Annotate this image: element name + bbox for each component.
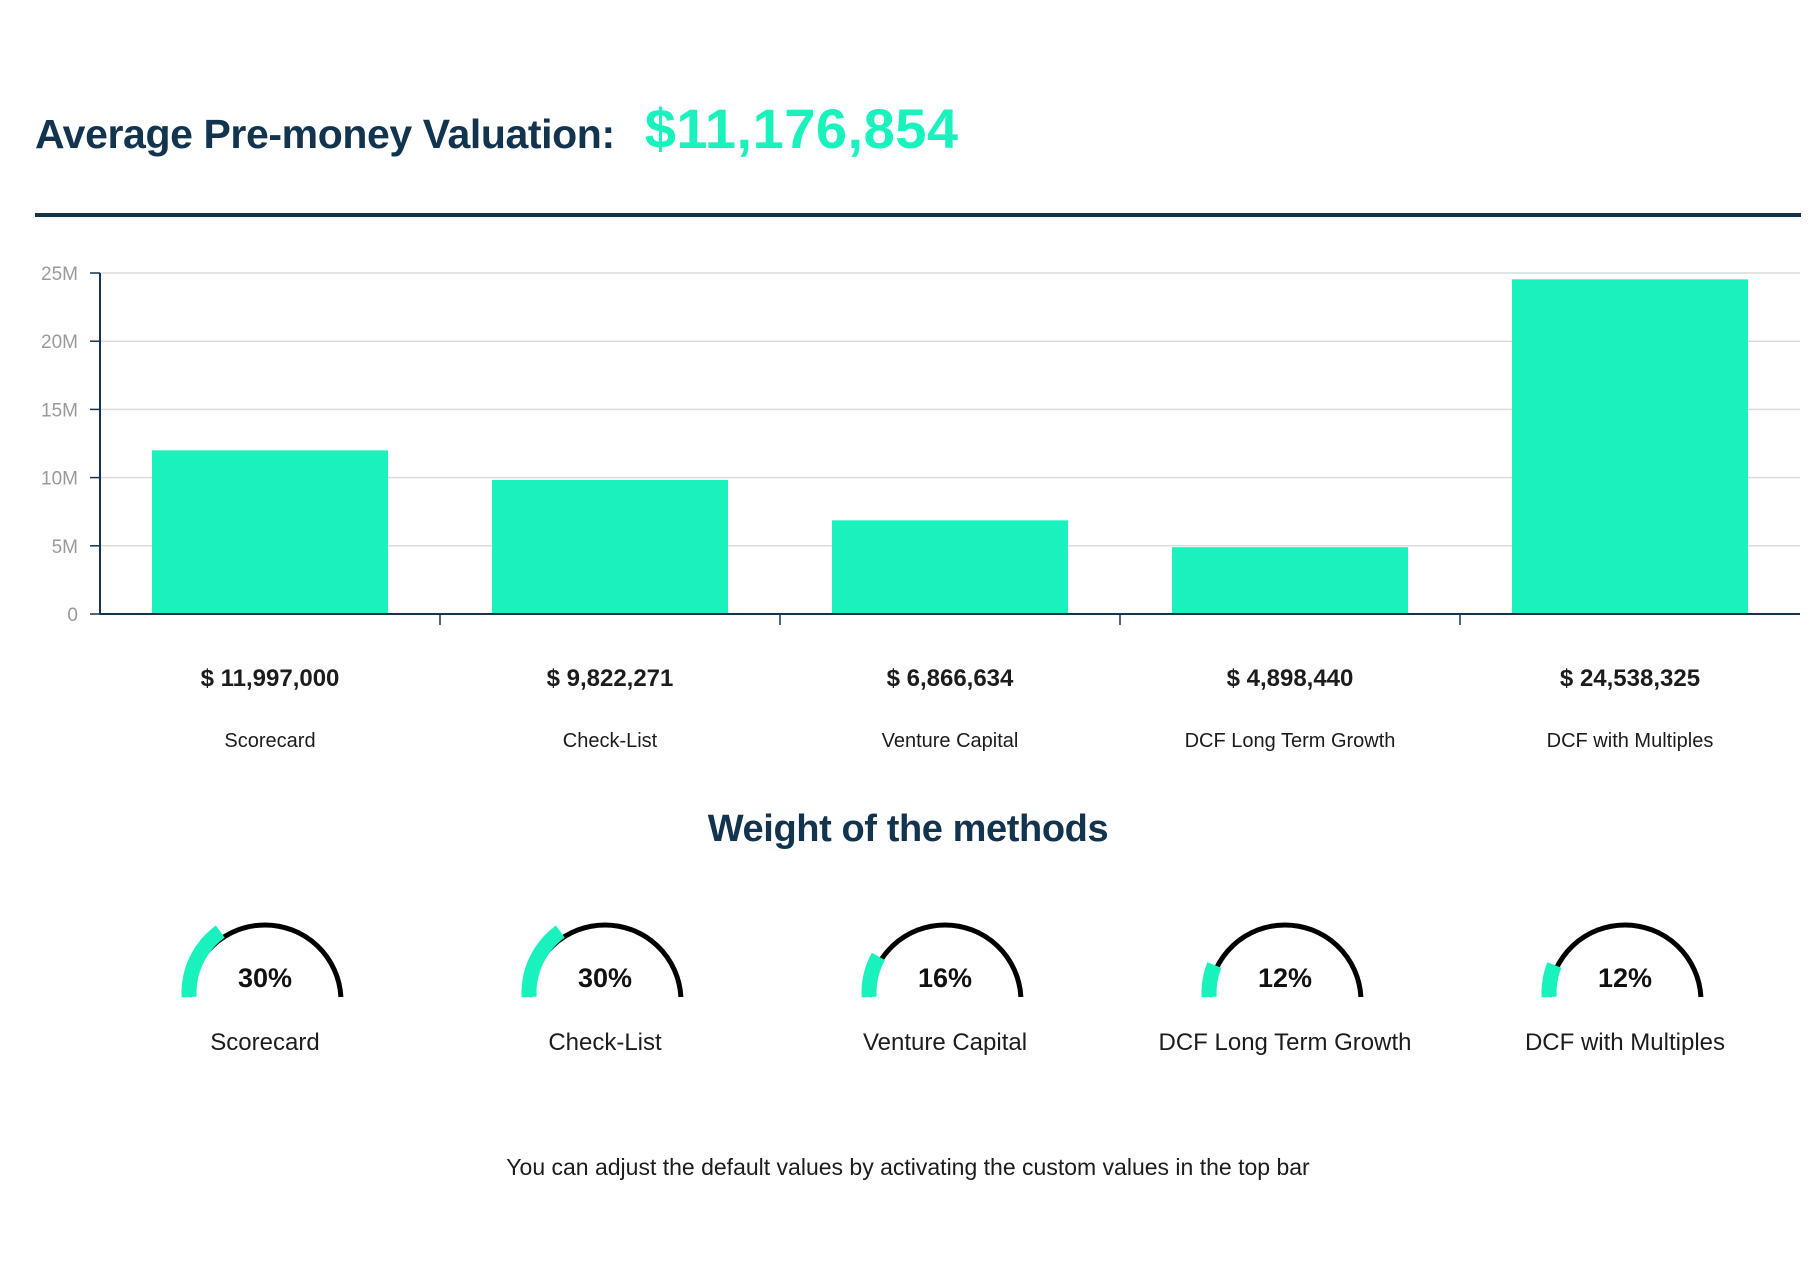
bar-dcf-long-term-growth (1172, 547, 1408, 613)
y-tick-label: 20M (41, 332, 78, 353)
gauge-fill (1541, 962, 1562, 998)
x-category-label: Scorecard (224, 730, 315, 752)
gauge-fill (521, 925, 565, 998)
gauge-fill (1201, 962, 1222, 998)
x-category-label: Check-List (563, 730, 658, 752)
valuation-header: Average Pre-money Valuation: $11,176,854 (35, 96, 959, 161)
y-tick-label: 0 (67, 605, 78, 626)
valuation-amount: $11,176,854 (644, 97, 959, 160)
weights-title: Weight of the methods (707, 808, 1109, 850)
header-divider (35, 213, 1801, 217)
gauge-method-label: DCF with Multiples (1525, 1029, 1725, 1056)
gauge-percent-label: 30% (238, 963, 292, 993)
gauge-method-label: DCF Long Term Growth (1159, 1029, 1412, 1056)
gauge-method-label: Venture Capital (863, 1029, 1027, 1056)
bar-value-label: $ 11,997,000 (201, 665, 340, 692)
bar-dcf-with-multiples (1512, 279, 1748, 613)
gauge-track (1206, 922, 1364, 998)
gauge-track (1546, 922, 1704, 998)
bar-value-label: $ 24,538,325 (1560, 665, 1700, 692)
gauge-fill (181, 925, 225, 998)
bar-value-label: $ 4,898,440 (1227, 665, 1354, 692)
gauge-percent-label: 16% (918, 963, 972, 993)
y-tick-label: 10M (41, 469, 78, 490)
valuation-bar-chart: 0 5M 10M 15M 20M 25M $ 11,997,000 Scorecard $ 9,… (41, 264, 1800, 752)
x-category-label: DCF Long Term Growth (1185, 730, 1396, 752)
gauge-percent-label: 30% (578, 963, 632, 993)
footer-note: You can adjust the default values by act… (506, 1154, 1310, 1180)
bar-check-list (492, 480, 728, 613)
gauge-percent-label: 12% (1598, 963, 1652, 993)
valuation-title: Average Pre-money Valuation: (35, 111, 615, 157)
bar-value-label: $ 9,822,271 (547, 665, 674, 692)
gauge-check-list: 30% Check-List (521, 922, 684, 1056)
bar-value-label: $ 6,866,634 (887, 665, 1014, 692)
bar-scorecard (152, 450, 388, 613)
gauge-dcf-with-multiples: 12% DCF with Multiples (1525, 922, 1725, 1056)
x-category-label: Venture Capital (882, 730, 1019, 752)
gauge-venture-capital: 16% Venture Capital (861, 922, 1027, 1056)
method-weight-gauges: 30% Scorecard 30% Check-List 16% Venture Capi… (181, 922, 1725, 1056)
gauge-fill (861, 952, 886, 998)
gauge-method-label: Check-List (548, 1029, 662, 1056)
y-tick-label: 15M (41, 400, 78, 421)
gauge-scorecard: 30% Scorecard (181, 922, 344, 1056)
gauge-dcf-long-term-growth: 12% DCF Long Term Growth (1159, 922, 1412, 1056)
y-tick-label: 25M (41, 264, 78, 285)
gauge-percent-label: 12% (1258, 963, 1312, 993)
bar-venture-capital (832, 520, 1068, 613)
gauge-method-label: Scorecard (210, 1029, 319, 1056)
x-category-label: DCF with Multiples (1547, 730, 1714, 752)
y-tick-label: 5M (52, 537, 78, 558)
